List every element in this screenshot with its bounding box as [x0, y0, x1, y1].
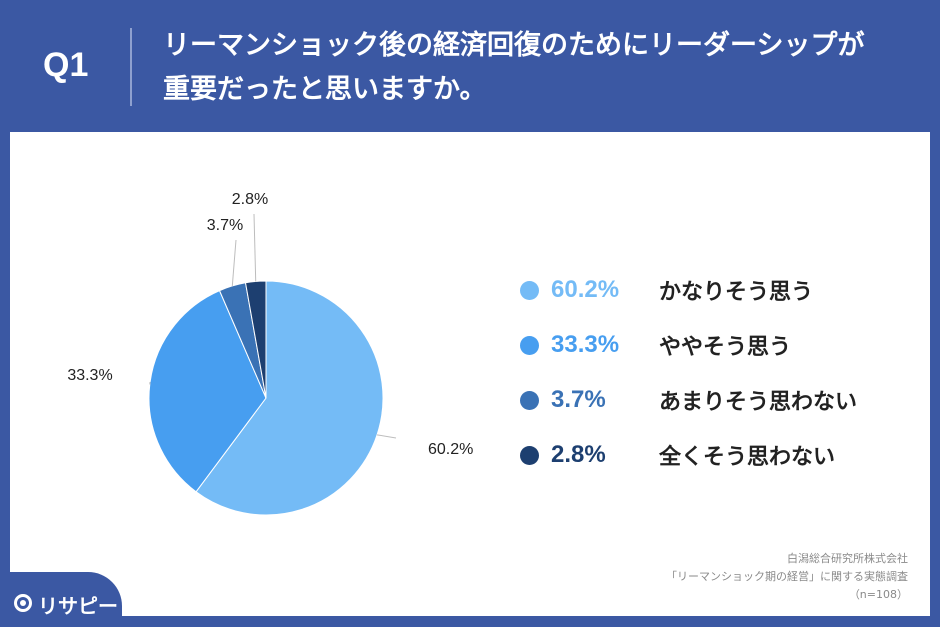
question-line-1: リーマンショック後の経済回復のためにリーダーシップが [163, 30, 865, 61]
legend-value: 33.3% [551, 331, 620, 358]
slice-data-label: 60.2% [428, 441, 473, 458]
legend-value: 3.7% [551, 386, 606, 413]
header-divider [130, 28, 132, 106]
pie-chart: 60.2% 33.3% 3.7% 2.8% [67, 191, 473, 516]
speech-pin-icon [14, 594, 32, 612]
leader-line [376, 434, 397, 439]
leader-line [231, 239, 237, 286]
source-line-3: （n=108） [848, 588, 908, 601]
legend-swatch [520, 280, 539, 300]
slice-data-label: 3.7% [207, 217, 243, 234]
question-number: Q1 [43, 46, 89, 84]
chart-panel: 60.2% 33.3% 3.7% 2.8% 60.2% かなりそう思う 33.3% や… [10, 132, 930, 616]
legend-label: あまりそう思わない [659, 390, 858, 415]
logo-text: リサピー [38, 594, 118, 618]
question-line-2: 重要だったと思いますか。 [163, 74, 487, 105]
source-line-2: 「リーマンショック期の経営」に関する実態調査 [666, 570, 908, 583]
header: Q1 リーマンショック後の経済回復のためにリーダーシップが 重要だったと思います… [0, 0, 940, 132]
legend-swatch [520, 445, 539, 465]
legend-item: 3.7% あまりそう思わない [520, 380, 920, 420]
legend-swatch [520, 335, 539, 355]
legend-item: 60.2% かなりそう思う [520, 270, 920, 310]
legend-value: 2.8% [551, 441, 606, 468]
leader-line [253, 213, 257, 282]
brand-logo: リサピー [0, 572, 122, 627]
legend-swatch [520, 390, 539, 410]
legend-value: 60.2% [551, 276, 620, 303]
slice-data-label: 2.8% [232, 191, 268, 208]
legend-label: かなりそう思う [659, 280, 814, 305]
question-title: リーマンショック後の経済回復のためにリーダーシップが 重要だったと思いますか。 [163, 24, 903, 112]
source-line-1: 白潟総合研究所株式会社 [787, 552, 908, 565]
legend-item: 33.3% ややそう思う [520, 325, 920, 365]
slice-data-label: 33.3% [67, 367, 112, 384]
source-note: 白潟総合研究所株式会社 「リーマンショック期の経営」に関する実態調査 （n=10… [666, 550, 908, 604]
legend-label: ややそう思う [659, 335, 792, 360]
legend-item: 2.8% 全くそう思わない [520, 435, 920, 475]
legend-label: 全くそう思わない [659, 445, 836, 470]
